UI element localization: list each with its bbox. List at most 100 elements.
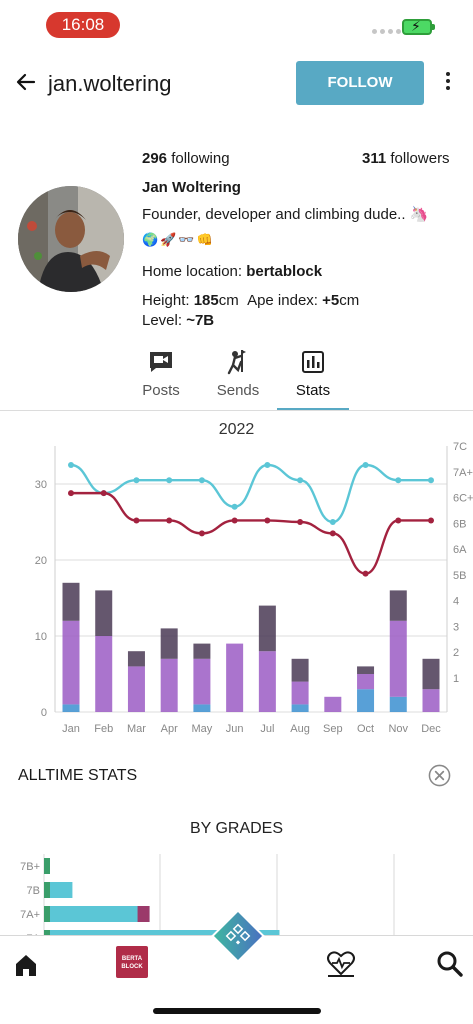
heart-check-icon[interactable] [326, 950, 356, 978]
alltime-stats-title: ALLTIME STATS [18, 767, 138, 784]
x-tick-label: Jun [226, 723, 244, 735]
bar-segment-high [95, 590, 113, 636]
bar-segment-mid [193, 658, 211, 705]
x-tick-label: Oct [357, 723, 374, 735]
grade-bar [44, 882, 73, 898]
bio-text: Founder, developer and climbing dude.. 🦄 [142, 206, 429, 223]
x-tick-label: Dec [421, 723, 441, 735]
close-icon[interactable] [428, 764, 451, 787]
bar-segment-mid [291, 681, 309, 705]
y-right-tick-label: 7A+ [453, 467, 473, 479]
tab-sends[interactable]: Sends [198, 348, 278, 399]
by-grades-title: BY GRADES [189, 820, 284, 837]
grade-bar-segment [137, 906, 150, 922]
grade-label: 7B+ [20, 861, 40, 873]
line-point-avg [231, 517, 238, 524]
line-point-max [68, 462, 74, 468]
x-tick-label: Nov [388, 723, 408, 735]
line-point-max [198, 477, 205, 484]
x-tick-label: Aug [290, 723, 310, 735]
grade-bar-segment [44, 858, 50, 874]
bar-segment-mid [357, 674, 375, 690]
line-point-avg [133, 517, 140, 524]
x-tick-label: Feb [94, 723, 113, 735]
x-tick-label: May [192, 723, 213, 735]
back-arrow-icon[interactable] [14, 70, 38, 94]
bar-segment-high [62, 582, 80, 621]
grade-label: 7B [27, 885, 40, 897]
bar-segment-mid [422, 689, 440, 712]
signal-icon [372, 29, 401, 34]
status-time: 16:08 [46, 12, 120, 38]
bar-segment-high [422, 658, 440, 690]
climbing-level: Level: ~7B [142, 312, 215, 329]
bar-segment-mid [389, 620, 407, 697]
bar-segment-mid [226, 643, 244, 712]
line-point-avg [264, 517, 271, 524]
follow-button[interactable]: FOLLOW [296, 61, 424, 105]
video-chat-icon [150, 352, 172, 372]
bar-segment-low [291, 704, 309, 712]
grade-bar-segment [44, 906, 50, 922]
y-right-tick-label: 4 [453, 596, 459, 608]
qr-scan-icon[interactable] [210, 908, 266, 964]
bertablock-logo-icon[interactable]: BERTA BLOCK [116, 946, 148, 978]
grade-label: 7A+ [20, 909, 40, 921]
line-point-max [231, 503, 238, 510]
x-tick-label: Jan [62, 723, 80, 735]
bar-segment-low [193, 704, 211, 712]
line-point-avg [297, 519, 304, 525]
bar-segment-high [258, 605, 276, 652]
x-tick-label: Mar [127, 723, 146, 735]
grade-bar [44, 906, 150, 922]
bar-segment-low [357, 689, 375, 712]
home-icon[interactable] [13, 952, 39, 978]
line-point-avg [198, 530, 205, 537]
y-tick-label: 20 [35, 555, 47, 567]
bar-segment-mid [160, 658, 178, 712]
tab-posts[interactable]: Posts [121, 348, 201, 399]
y-right-tick-label: 3 [453, 621, 459, 633]
bar-segment-mid [95, 636, 113, 712]
bar-segment-high [291, 658, 309, 682]
y-tick-label: 0 [41, 707, 47, 719]
home-indicator [153, 1008, 321, 1014]
climber-flag-icon [227, 350, 246, 375]
line-point-max [166, 477, 173, 484]
bar-segment-mid [258, 651, 276, 712]
bar-segment-mid [324, 696, 342, 712]
bar-segment-mid [62, 620, 80, 705]
more-options-icon[interactable] [442, 72, 454, 94]
bar-segment-low [389, 696, 407, 712]
line-point-avg [68, 490, 74, 497]
bar-segment-low [62, 704, 80, 712]
status-bar: 16:08 ⚡ [0, 0, 473, 48]
following-stat[interactable]: 296 following [142, 150, 230, 167]
bar-segment-high [357, 666, 375, 674]
bar-segment-high [389, 590, 407, 621]
y-tick-label: 10 [35, 631, 47, 643]
monthly-stats-chart: 0 10 20 30 1 2 3 4 5B 6A 6B 6C+ 7A+ 7C Jan Feb Mar Apr May… [35, 441, 473, 735]
line-point-avg [362, 570, 369, 577]
bar-chart-icon [302, 351, 324, 373]
y-right-tick-label: 2 [453, 647, 459, 659]
avatar [18, 186, 124, 292]
line-point-avg [329, 530, 336, 537]
y-right-tick-label: 7C [453, 441, 467, 453]
tab-stats[interactable]: Stats [273, 348, 353, 399]
chart-title: 2022 [218, 421, 255, 438]
grade-bar-segment [44, 882, 50, 898]
followers-stat[interactable]: 311 followers [362, 150, 450, 167]
line-point-max [362, 462, 369, 468]
bar-segment-high [160, 628, 178, 659]
bio-emojis: 🌍🚀👓👊 [142, 232, 215, 247]
line-point-max [329, 519, 336, 525]
y-tick-label: 30 [35, 479, 47, 491]
bar-segment-mid [127, 666, 145, 712]
search-icon[interactable] [436, 950, 464, 978]
y-right-tick-label: 6A [453, 544, 467, 556]
line-point-avg [428, 517, 434, 524]
x-tick-label: Sep [323, 723, 343, 735]
y-right-tick-label: 6B [453, 518, 466, 530]
line-point-avg [166, 517, 173, 524]
